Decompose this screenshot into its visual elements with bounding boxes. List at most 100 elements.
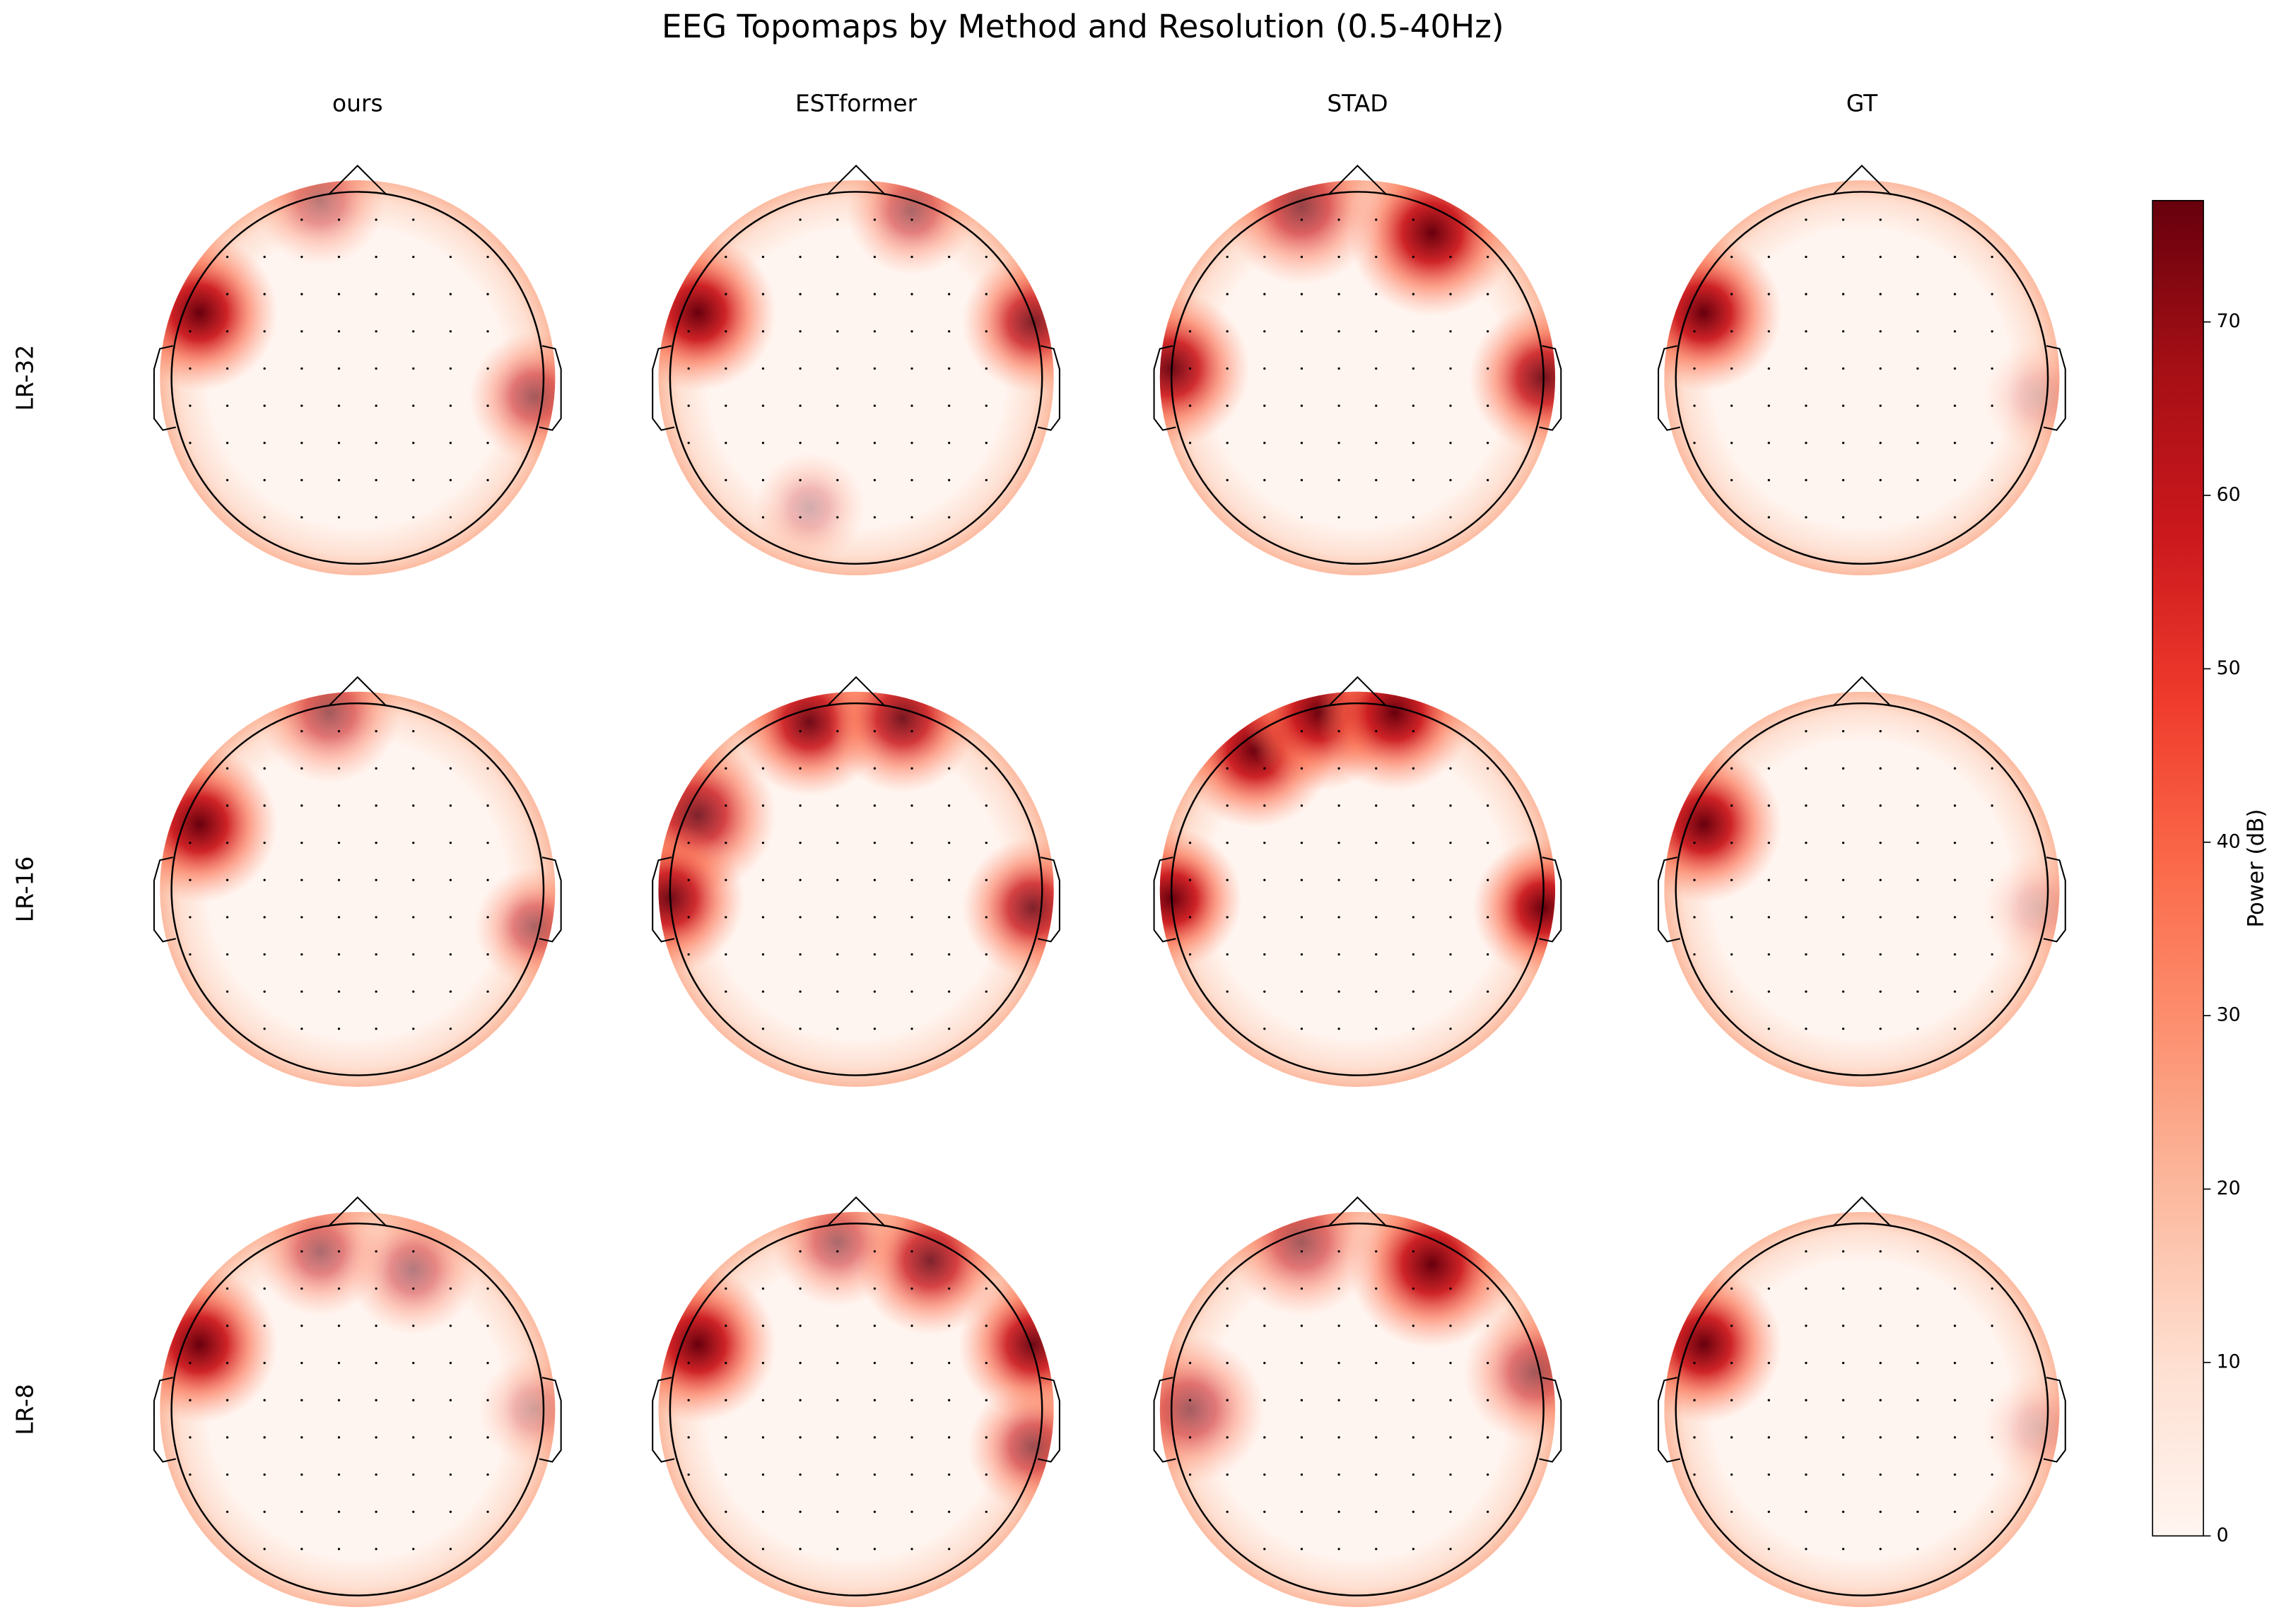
electrode — [1730, 330, 1733, 333]
electrode — [1953, 916, 1957, 919]
electrode — [1693, 1399, 1696, 1401]
electrode — [948, 1399, 951, 1401]
electrode — [225, 367, 229, 370]
electrode — [1375, 990, 1378, 993]
electrode — [1841, 916, 1845, 919]
electrode — [1879, 916, 1882, 919]
electrode — [1300, 1436, 1303, 1439]
topomap — [1664, 180, 2060, 576]
electrode — [1879, 330, 1882, 333]
electrode — [1487, 1510, 1489, 1513]
head-outline — [170, 191, 545, 565]
electrode — [1879, 255, 1882, 259]
electrode — [761, 1362, 765, 1365]
electrode — [412, 367, 415, 370]
electrode — [337, 1362, 341, 1365]
electrode — [1953, 1436, 1957, 1439]
electrode — [412, 916, 415, 919]
electrode — [1841, 1436, 1845, 1439]
electrode — [1449, 367, 1452, 370]
electrode — [910, 1436, 913, 1439]
electrode — [1916, 730, 1919, 733]
electrode — [1263, 1287, 1266, 1290]
electrode — [873, 1473, 877, 1476]
electrode — [948, 330, 951, 333]
nose — [826, 676, 886, 707]
electrode — [263, 1028, 266, 1030]
electrode — [1300, 1250, 1303, 1253]
electrode — [1730, 804, 1733, 807]
electrode — [873, 804, 877, 807]
electrode — [1300, 293, 1303, 295]
electrode — [1226, 1473, 1229, 1476]
electrode — [1841, 255, 1845, 259]
topomap — [1159, 691, 1556, 1088]
electrode — [799, 767, 802, 770]
electrode — [1916, 1548, 1919, 1551]
electrode — [1841, 1250, 1845, 1253]
nose — [327, 1196, 387, 1228]
electrode — [1188, 1362, 1192, 1365]
right-ear — [2043, 857, 2066, 943]
right-ear — [2043, 1377, 2066, 1463]
electrode — [263, 1287, 266, 1290]
electrode — [873, 478, 877, 482]
electrode — [1263, 255, 1266, 259]
electrode — [375, 841, 377, 845]
electrode — [1953, 1324, 1957, 1327]
electrode — [337, 1287, 341, 1290]
electrode — [1188, 916, 1192, 919]
electrode — [1300, 255, 1303, 259]
electrode — [263, 1399, 266, 1401]
electrode — [836, 442, 839, 445]
electrode — [189, 1362, 192, 1365]
electrode — [1730, 1399, 1733, 1401]
electrode — [300, 330, 303, 333]
electrode — [1487, 990, 1489, 993]
electrode — [1375, 516, 1378, 519]
electrode — [1841, 1287, 1845, 1290]
electrode — [1805, 330, 1808, 333]
electrode — [873, 1548, 877, 1551]
power-hotspot — [1982, 852, 2060, 964]
electrode — [873, 1250, 877, 1253]
power-hotspot — [1664, 746, 1782, 902]
electrode — [761, 516, 765, 519]
electrode — [1263, 1436, 1266, 1439]
electrode — [687, 878, 690, 881]
electrode — [225, 767, 229, 770]
electrode — [1487, 1436, 1489, 1439]
electrode — [412, 293, 415, 295]
electrode — [1953, 442, 1957, 445]
electrode — [1805, 367, 1808, 370]
electrode — [799, 1399, 802, 1401]
electrode — [1375, 404, 1378, 407]
electrode — [799, 1287, 802, 1290]
electrode — [1263, 442, 1266, 445]
electrode — [263, 367, 266, 370]
electrode — [836, 404, 839, 407]
electrode — [873, 1510, 877, 1513]
electrode — [337, 1399, 341, 1401]
electrode — [1375, 367, 1378, 370]
electrode — [1730, 293, 1733, 295]
electrode — [1337, 730, 1340, 733]
electrode — [1375, 1287, 1378, 1290]
power-hotspot — [348, 1211, 479, 1336]
electrode — [1767, 1362, 1770, 1365]
electrode — [873, 1436, 877, 1439]
electrode — [799, 841, 802, 845]
electrode — [486, 442, 489, 445]
electrode — [1730, 841, 1733, 845]
electrode — [1953, 404, 1957, 407]
electrode — [1487, 841, 1489, 845]
electrode — [1916, 404, 1919, 407]
electrode — [263, 953, 266, 956]
electrode — [1767, 255, 1770, 259]
electrode — [1226, 1436, 1229, 1439]
electrode — [836, 1250, 839, 1253]
electrode — [225, 293, 229, 295]
electrode — [761, 1028, 765, 1030]
electrode — [1991, 255, 1993, 259]
electrode — [1375, 1548, 1378, 1551]
